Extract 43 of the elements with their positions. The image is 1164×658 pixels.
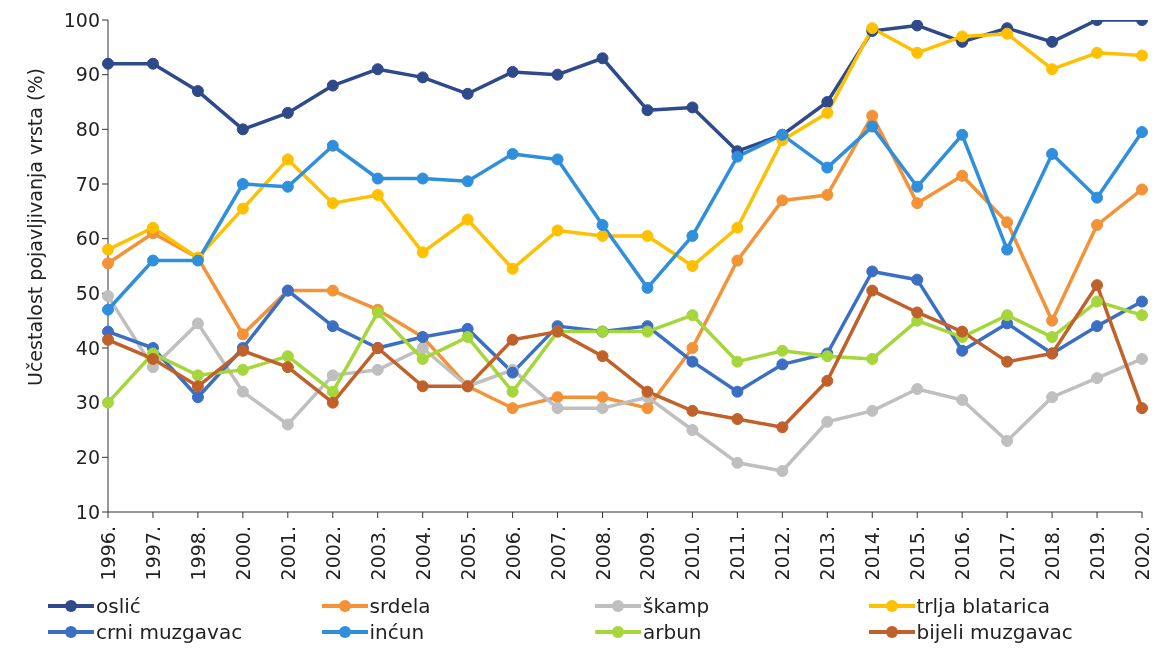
- x-tick-label: 2009.: [636, 526, 659, 581]
- legend-label: škamp: [643, 594, 710, 618]
- y-tick-label: 90: [75, 63, 100, 86]
- x-tick-label: 2017.: [996, 526, 1019, 581]
- y-tick-label: 70: [75, 172, 100, 195]
- x-tick-label: 2008.: [591, 526, 614, 581]
- x-tick-label: 2000.: [231, 526, 254, 581]
- x-tick-label: 2016.: [951, 526, 974, 581]
- x-tick-label: 2018.: [1041, 526, 1064, 581]
- y-tick-label: 60: [75, 227, 100, 250]
- x-tick-label: 2012.: [771, 526, 794, 581]
- legend-label: crni muzgavac: [96, 620, 243, 644]
- x-tick-label: 1996.: [97, 526, 119, 581]
- y-tick-label: 80: [75, 118, 100, 141]
- legend-label: srdela: [369, 594, 431, 618]
- x-tick-label: 2019.: [1086, 526, 1109, 581]
- y-tick-label: 40: [75, 336, 100, 359]
- y-tick-label: 10: [75, 500, 100, 523]
- x-tick-label: 2011.: [726, 526, 749, 581]
- x-tick-label: 2003.: [366, 526, 389, 581]
- x-tick-label: 2004.: [411, 526, 434, 581]
- legend-label: inćun: [369, 620, 425, 644]
- y-tick-label: 30: [75, 391, 100, 414]
- x-tick-label: 2005.: [456, 526, 479, 581]
- y-axis-title: Učestalost pojavljivanja vrsta (%): [23, 68, 46, 386]
- legend-label: bijeli muzgavac: [916, 620, 1073, 644]
- x-tick-label: 1998.: [186, 526, 209, 581]
- x-tick-label: 2020.: [1131, 526, 1153, 581]
- x-tick-label: 2013.: [816, 526, 839, 581]
- y-tick-label: 100: [63, 8, 100, 31]
- x-tick-label: 2014.: [861, 526, 884, 581]
- x-tick-label: 1997.: [141, 526, 164, 581]
- x-tick-label: 2015.: [906, 526, 929, 581]
- x-tick-label: 2010.: [681, 526, 704, 581]
- y-tick-label: 50: [75, 282, 100, 305]
- x-tick-label: 2006.: [501, 526, 524, 581]
- x-tick-label: 2002.: [321, 526, 344, 581]
- y-tick-label: 20: [75, 446, 100, 469]
- x-tick-label: 2001.: [276, 526, 299, 581]
- legend-label: oslić: [96, 594, 141, 618]
- legend-label: arbun: [643, 620, 702, 644]
- x-tick-label: 2007.: [546, 526, 569, 581]
- legend-label: trlja blatarica: [916, 594, 1050, 618]
